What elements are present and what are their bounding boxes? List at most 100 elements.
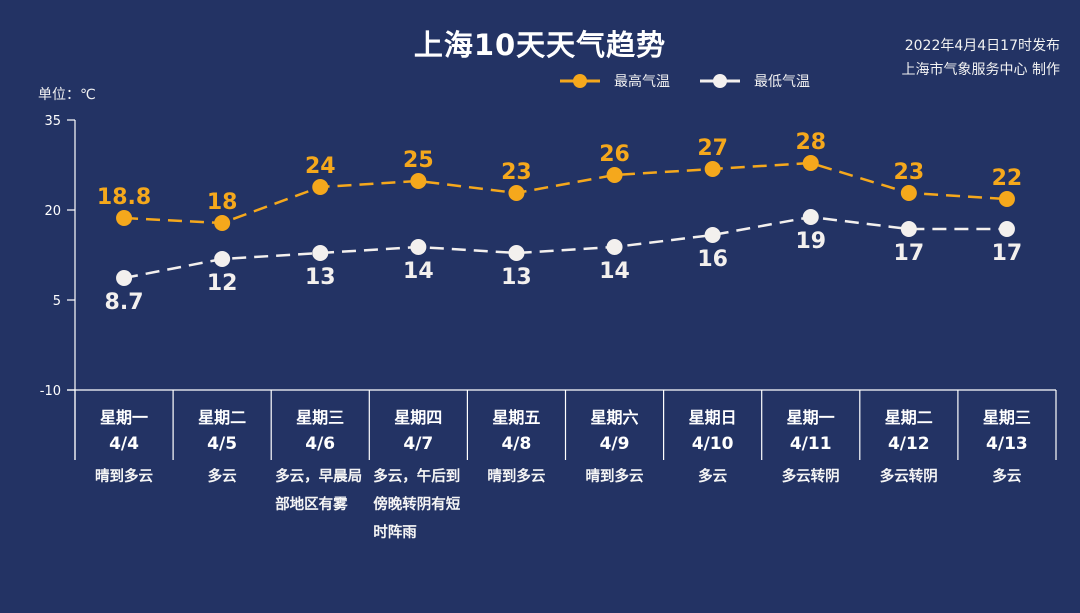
weather-condition: 晴到多云 — [95, 469, 153, 485]
data-point[interactable] — [606, 167, 623, 183]
data-label: 26 — [599, 142, 630, 167]
high-temp-line — [123, 161, 1008, 225]
data-point[interactable] — [998, 191, 1015, 207]
data-point[interactable] — [606, 239, 623, 255]
weekday-label: 星期五 — [492, 408, 541, 427]
y-tick-label: -10 — [40, 384, 61, 399]
weather-condition: 多云转阴 — [781, 469, 840, 485]
legend: 最高气温 最低气温 — [560, 71, 840, 91]
weekday-label: 星期四 — [394, 408, 443, 427]
data-label: 12 — [207, 271, 238, 296]
low-temp-line — [123, 215, 1007, 280]
day-header: 星期三 4/13 — [958, 390, 1056, 454]
y-tick-label: 20 — [44, 204, 61, 219]
legend-high-label: 最高气温 — [614, 74, 670, 90]
data-label: 23 — [894, 160, 925, 185]
data-label: 8.7 — [105, 290, 144, 315]
data-label: 14 — [403, 259, 434, 284]
unit-label: 单位：℃ — [38, 87, 96, 103]
legend-item-high[interactable]: 最高气温 — [560, 71, 670, 91]
data-point[interactable] — [802, 209, 819, 225]
date-label: 4/4 — [109, 434, 139, 454]
date-label: 4/7 — [403, 434, 434, 454]
high-series-marker-icon — [560, 74, 600, 88]
producer: 上海市气象服务中心 制作 — [901, 62, 1060, 78]
data-label: 25 — [403, 148, 434, 173]
data-point[interactable] — [214, 215, 231, 231]
data-label: 28 — [795, 130, 826, 155]
day-header: 星期二 4/5 — [173, 390, 271, 454]
weather-condition: 多云 — [992, 469, 1022, 485]
data-label: 13 — [501, 265, 532, 290]
chart-axes: 35 20 5 -10 — [40, 114, 1057, 460]
data-label: 17 — [894, 241, 925, 266]
data-point[interactable] — [214, 251, 231, 267]
data-label: 16 — [697, 247, 728, 272]
day-header: 星期五 4/8 — [467, 390, 565, 454]
day-header: 星期四 4/7 — [369, 390, 467, 454]
data-label: 17 — [992, 241, 1023, 266]
weather-condition: 多云 — [698, 469, 728, 485]
data-point[interactable] — [116, 210, 133, 226]
publish-info: 2022年4月4日17时发布 上海市气象服务中心 制作 — [902, 34, 1060, 82]
data-label: 27 — [697, 136, 728, 161]
data-point[interactable] — [312, 179, 329, 195]
date-label: 4/8 — [501, 434, 532, 454]
data-label: 18.8 — [97, 185, 151, 210]
weekday-label: 星期二 — [884, 408, 933, 427]
day-header: 星期日 4/10 — [664, 390, 762, 454]
data-point[interactable] — [312, 245, 329, 261]
data-point[interactable] — [704, 161, 721, 177]
data-label: 22 — [992, 166, 1023, 191]
weekday-label: 星期三 — [296, 408, 345, 427]
chart-lines — [116, 155, 1015, 286]
date-label: 4/6 — [305, 434, 336, 454]
data-point[interactable] — [900, 221, 917, 237]
weather-condition: 晴到多云 — [585, 469, 644, 485]
day-header: 星期六 4/9 — [566, 390, 664, 454]
y-tick-label: 5 — [53, 294, 61, 309]
data-label: 14 — [599, 259, 630, 284]
data-point[interactable] — [410, 173, 427, 189]
date-label: 4/11 — [789, 434, 832, 454]
weather-condition: 晴到多云 — [487, 469, 546, 485]
weekday-label: 星期一 — [786, 408, 835, 427]
date-label: 4/13 — [986, 434, 1028, 454]
data-label: 13 — [305, 265, 336, 290]
weather-condition: 多云 — [207, 469, 237, 485]
data-point[interactable] — [410, 239, 427, 255]
day-header: 星期二 4/12 — [860, 390, 958, 454]
data-point[interactable] — [116, 270, 133, 286]
data-point[interactable] — [508, 185, 525, 201]
day-header: 星期一 4/4 — [75, 390, 173, 454]
day-header: 星期一 4/11 — [762, 390, 860, 454]
date-label: 4/9 — [599, 434, 630, 454]
data-label: 23 — [501, 160, 532, 185]
data-label: 24 — [305, 154, 336, 179]
publish-time: 2022年4月4日17时发布 — [904, 38, 1060, 54]
data-label: 19 — [795, 229, 826, 254]
chart-labels: 18.8 18 24 25 23 26 27 28 23 22 8.7 12 13 14 13 14 16 19 1… — [97, 130, 1022, 315]
weekday-label: 星期日 — [688, 408, 737, 427]
weekday-label: 星期三 — [982, 408, 1031, 427]
weekday-label: 星期二 — [198, 408, 247, 427]
chart-title: 上海10天天气趋势 — [413, 28, 667, 62]
legend-item-low[interactable]: 最低气温 — [700, 71, 810, 91]
weather-condition: 多云，午后到 傍晚转阴有短 时阵雨 — [373, 469, 461, 541]
low-series-marker-icon — [700, 74, 740, 88]
data-point[interactable] — [900, 185, 917, 201]
data-point[interactable] — [802, 155, 819, 171]
weekday-label: 星期一 — [99, 408, 148, 427]
day-header: 星期三 4/6 — [271, 390, 369, 454]
date-label: 4/12 — [887, 434, 930, 454]
data-label: 18 — [207, 190, 238, 215]
weather-condition: 多云转阴 — [879, 469, 938, 485]
y-tick-label: 35 — [44, 114, 61, 129]
date-label: 4/5 — [207, 434, 238, 454]
data-point[interactable] — [704, 227, 721, 243]
data-point[interactable] — [508, 245, 525, 261]
data-point[interactable] — [998, 221, 1015, 237]
weekday-label: 星期六 — [590, 408, 639, 427]
date-label: 4/10 — [691, 434, 734, 454]
